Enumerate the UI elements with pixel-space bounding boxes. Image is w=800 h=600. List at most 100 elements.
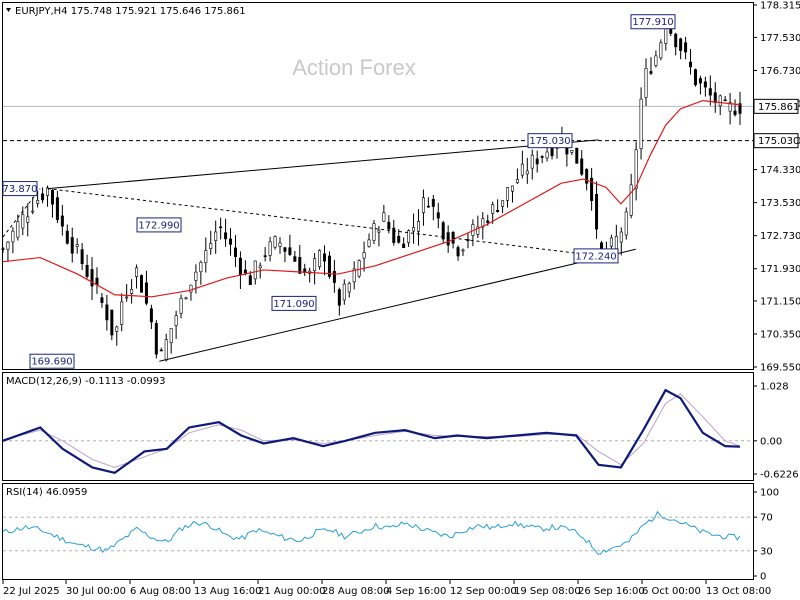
candle-body (293, 256, 297, 262)
price-axis-tick-label: 174.330 (760, 165, 800, 176)
rsi-axis-layer: 100 70 30 0 (753, 488, 779, 583)
candle-body (693, 69, 697, 86)
price-axis-marker-box (753, 133, 799, 149)
candle-body (436, 212, 440, 219)
x-axis-layer: 22 Jul 2025 30 Jul 00:00 6 Aug 08:00 13 Aug… (2, 580, 771, 597)
macd-layer (2, 388, 753, 474)
candle-body (629, 184, 633, 216)
candle-body (41, 193, 45, 201)
candle-body (441, 222, 445, 240)
rsi-line (2, 510, 741, 555)
candle-body (412, 227, 416, 232)
candle-body (46, 187, 50, 196)
candle-body (545, 151, 549, 159)
candle-body (679, 38, 683, 51)
price-candles-layer (1, 16, 742, 362)
price-axis-tick-label: 176.730 (760, 66, 800, 77)
x-axis-tick-label: 13 Aug 16:00 (194, 586, 261, 597)
candle-body (718, 95, 722, 107)
price-callout-label: 171.090 (273, 299, 314, 310)
candle-body (713, 92, 717, 103)
candle-body (120, 301, 124, 325)
candle-body (144, 282, 148, 304)
candle-body (209, 243, 213, 250)
candle-body (708, 88, 712, 96)
candle-body (397, 235, 401, 243)
candle-body (327, 255, 331, 277)
candle-body (486, 220, 490, 223)
candle-body (298, 257, 302, 274)
candle-body (26, 216, 30, 223)
candle-body (189, 284, 193, 293)
candle-body (570, 150, 574, 153)
candle-body (85, 265, 89, 277)
candle-body (535, 158, 539, 165)
candle-body (703, 81, 707, 88)
price-callout-box (573, 248, 619, 264)
candle-body (446, 232, 450, 246)
candle-body (70, 237, 74, 254)
trendline-layer (2, 139, 636, 362)
candle-body (194, 271, 198, 281)
candle-body (174, 315, 178, 326)
candle-body (21, 214, 25, 229)
candle-body (31, 210, 35, 213)
candle-body (238, 257, 242, 275)
candle-body (229, 238, 233, 245)
candle-body (738, 103, 742, 114)
candle-body (501, 200, 505, 207)
rsi-axis-tick-label: 30 (760, 546, 773, 557)
candle-body (159, 349, 163, 352)
candle-body (723, 99, 727, 102)
price-callout-box (2, 181, 38, 197)
x-axis-tick-label: 4 Sep 16:00 (386, 586, 446, 597)
candle-body (525, 170, 529, 175)
candle-body (130, 288, 134, 294)
price-callout-label: 175.030 (529, 136, 570, 147)
candle-body (214, 231, 218, 241)
candle-body (654, 55, 658, 66)
candle-body (639, 98, 643, 149)
candle-body (169, 328, 173, 343)
candle-body (16, 221, 20, 238)
price-callout-label: 172.240 (575, 251, 616, 262)
x-axis-tick-label: 28 Aug 08:00 (322, 586, 389, 597)
candle-body (233, 247, 237, 257)
candle-body (6, 241, 10, 250)
x-axis-tick-label: 26 Sep 16:00 (578, 586, 645, 597)
candle-body (288, 247, 292, 255)
candle-body (149, 308, 153, 323)
candle-body (407, 230, 411, 243)
rsi-axis-tick-label: 100 (760, 488, 779, 499)
candle-body (624, 211, 628, 236)
candle-body (283, 247, 287, 252)
candle-body (105, 304, 109, 321)
candle-body (367, 239, 371, 247)
candle-body (273, 236, 277, 248)
watermark: Action Forex (292, 55, 416, 80)
candle-body (50, 189, 54, 205)
candle-body (362, 252, 366, 259)
x-axis-tick-label: 30 Jul 00:00 (66, 586, 126, 597)
candle-body (496, 209, 500, 213)
rsi-axis-tick-label: 70 (760, 513, 773, 524)
candle-body (278, 242, 282, 247)
price-callout-box (271, 295, 317, 311)
candle-body (609, 237, 613, 247)
price-grid-layer (3, 105, 753, 142)
candle-body (510, 185, 514, 192)
candle-body (392, 227, 396, 243)
candle-body (530, 154, 534, 169)
price-panel-frame (2, 2, 754, 370)
candle-body (95, 277, 99, 286)
candle-body (431, 199, 435, 207)
candle-body (248, 275, 252, 286)
candle-body (520, 163, 524, 176)
candle-body (352, 268, 356, 283)
candle-body (115, 326, 119, 332)
price-callout-label: 172.990 (138, 220, 179, 231)
candle-body (342, 283, 346, 301)
candle-body (416, 221, 420, 232)
x-axis-tick-label: 6 Oct 00:00 (642, 586, 701, 597)
